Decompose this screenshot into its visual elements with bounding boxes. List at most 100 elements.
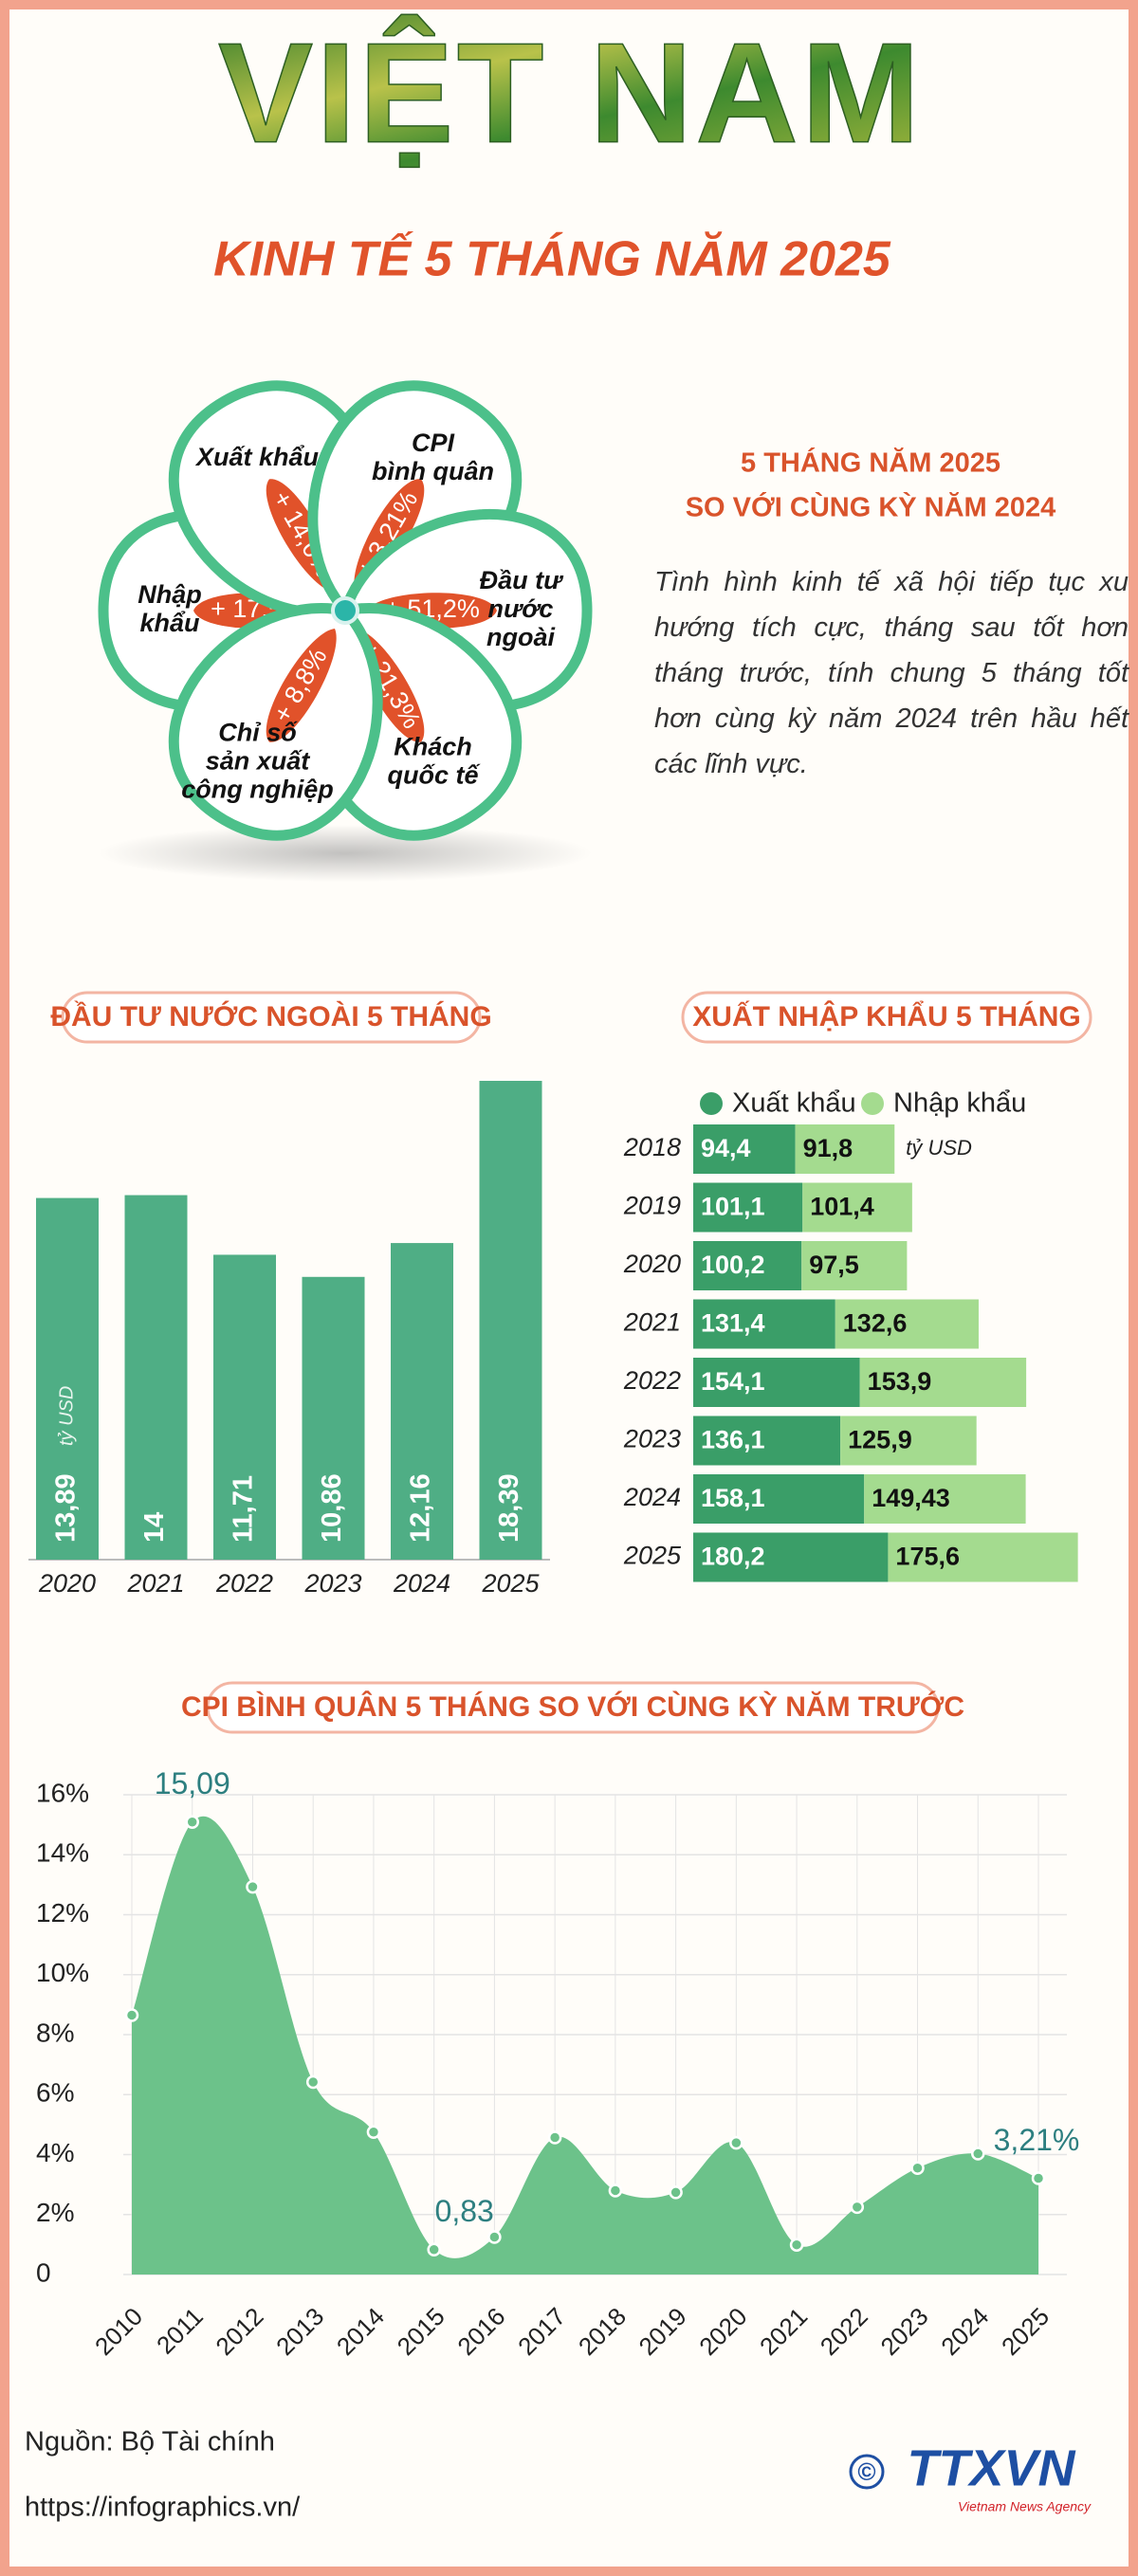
section-title: XUẤT NHẬP KHẨU 5 THÁNG xyxy=(692,1000,1080,1032)
petal xyxy=(168,603,383,841)
y-tick-label: 2019 xyxy=(623,1192,681,1220)
point xyxy=(910,2161,925,2175)
bar xyxy=(693,1532,889,1582)
logo: TTXVN xyxy=(907,2439,1075,2496)
summary-heading: SO VỚI CÙNG KỲ NĂM 2024 xyxy=(686,491,1056,523)
bar xyxy=(795,1124,895,1174)
bar-value: 180,2 xyxy=(701,1543,765,1571)
petal-label: khẩu xyxy=(139,609,200,637)
bar-value: 158,1 xyxy=(701,1484,765,1512)
bar xyxy=(693,1416,841,1466)
bar xyxy=(801,1241,908,1290)
shadow xyxy=(99,825,592,882)
bar-value: 14 xyxy=(139,1512,170,1543)
y-tick-label: 16% xyxy=(36,1778,89,1807)
bar-value: 132,6 xyxy=(843,1309,908,1338)
x-tick-label: 2025 xyxy=(481,1569,540,1598)
bar-value: 154,1 xyxy=(701,1367,765,1396)
petal-label: Nhập xyxy=(138,580,202,609)
point-label: 0,83 xyxy=(435,2194,494,2228)
bar-value: 131,4 xyxy=(701,1309,765,1338)
bar xyxy=(693,1358,860,1407)
url: https://infographics.vn/ xyxy=(25,2493,301,2523)
petal-label: quốc tế xyxy=(387,760,481,789)
point xyxy=(669,2185,683,2200)
legend-swatch xyxy=(700,1092,723,1115)
x-tick-label: 2011 xyxy=(151,2302,209,2360)
y-tick-label: 12% xyxy=(36,1898,89,1927)
point xyxy=(608,2183,623,2198)
bar xyxy=(859,1358,1027,1407)
point xyxy=(789,2238,804,2252)
y-tick-label: 4% xyxy=(36,2138,74,2167)
copyright-ring xyxy=(849,2454,885,2490)
y-tick-label: 0 xyxy=(36,2257,51,2287)
point-label: 3,21% xyxy=(994,2123,1080,2157)
bar xyxy=(864,1474,1026,1524)
bar-value: 100,2 xyxy=(701,1251,765,1279)
area xyxy=(132,1816,1038,2275)
logo-sub: Vietnam News Agency xyxy=(958,2499,1092,2514)
legend-swatch xyxy=(861,1092,884,1115)
section-header xyxy=(681,991,1092,1044)
legend-label: Nhập khẩu xyxy=(893,1088,1026,1119)
x-tick-label: 2021 xyxy=(126,1569,184,1598)
x-tick-label: 2015 xyxy=(392,2302,450,2361)
point xyxy=(487,2230,502,2244)
bar xyxy=(391,1243,453,1560)
bar-value: 18,39 xyxy=(494,1473,524,1543)
bar xyxy=(693,1182,803,1233)
y-tick-label: 2025 xyxy=(623,1542,682,1570)
point xyxy=(971,2147,985,2161)
point xyxy=(124,2008,139,2022)
x-tick-label: 2014 xyxy=(331,2302,390,2361)
y-tick-label: 10% xyxy=(36,1958,89,1987)
x-tick-label: 2022 xyxy=(215,1569,273,1598)
bar xyxy=(693,1474,865,1524)
title: VIỆT NAM xyxy=(218,13,920,173)
point-label: 15,09 xyxy=(155,1766,230,1800)
point xyxy=(305,2074,321,2090)
bar-value: 13,89 xyxy=(51,1473,82,1543)
x-tick-label: 2020 xyxy=(693,2302,752,2361)
x-tick-label: 2018 xyxy=(573,2302,632,2361)
y-tick-label: 14% xyxy=(36,1838,89,1868)
bar xyxy=(888,1532,1078,1582)
y-tick-label: 2022 xyxy=(623,1366,681,1395)
bar xyxy=(693,1241,802,1290)
y-tick-label: 6% xyxy=(36,2078,74,2108)
bar-value: 12,16 xyxy=(406,1473,436,1543)
bar xyxy=(840,1416,977,1466)
petal-value-shape xyxy=(266,629,337,742)
unit: tỷ USD xyxy=(906,1136,972,1160)
x-tick-label: 2024 xyxy=(393,1569,450,1598)
bar-value: 10,86 xyxy=(317,1473,347,1543)
bar-value: 153,9 xyxy=(868,1367,932,1396)
point xyxy=(246,1879,260,1894)
y-tick-label: 2018 xyxy=(623,1133,681,1161)
bar xyxy=(124,1195,188,1560)
petal-label: Chỉ số xyxy=(218,718,298,746)
bar-value: 11,71 xyxy=(229,1475,259,1543)
point xyxy=(547,2130,562,2145)
point xyxy=(1031,2171,1046,2185)
x-tick-label: 2022 xyxy=(815,2302,873,2361)
bar-value: 175,6 xyxy=(895,1543,960,1571)
point xyxy=(729,2135,743,2150)
bar xyxy=(693,1124,796,1174)
y-tick-label: 2024 xyxy=(623,1483,681,1511)
petal-label: nước xyxy=(488,594,554,623)
bar-value: 136,1 xyxy=(701,1426,765,1454)
bar-value: 125,9 xyxy=(848,1426,912,1454)
copyright: © xyxy=(857,2457,875,2486)
bar xyxy=(693,1299,835,1349)
x-tick-label: 2020 xyxy=(38,1569,96,1598)
point xyxy=(850,2200,865,2215)
petal-label: bình quân xyxy=(372,457,494,485)
x-tick-label: 2013 xyxy=(270,2302,329,2361)
petal-label: công nghiệp xyxy=(181,775,333,803)
summary-text: Tình hình kinh tế xã hội tiếp tục xu hướ… xyxy=(654,567,1129,779)
section-title: ĐẦU TƯ NƯỚC NGOÀI 5 THÁNG xyxy=(50,1000,491,1032)
